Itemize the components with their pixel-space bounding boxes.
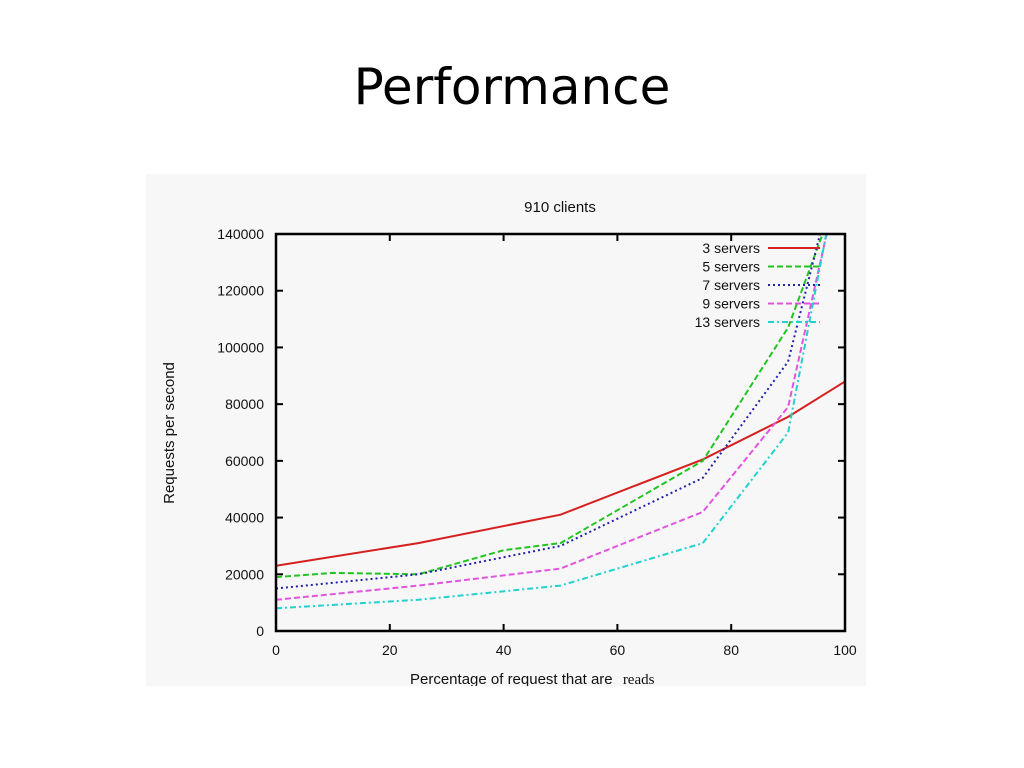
series-line-3 xyxy=(276,234,822,590)
y-tick-label: 140000 xyxy=(217,226,264,242)
x-tick-label: 80 xyxy=(723,642,739,658)
legend-label: 3 servers xyxy=(702,240,760,256)
legend-label: 7 servers xyxy=(702,277,760,293)
x-tick-label: 100 xyxy=(833,642,857,658)
x-axis-label-tail: reads xyxy=(623,672,655,686)
legend-label: 13 servers xyxy=(695,314,760,330)
y-tick-label: 20000 xyxy=(225,566,264,582)
plot-lines xyxy=(276,234,845,610)
chart-area: 910 clients 0 20000 40000 60000 80000 100000 1… xyxy=(146,174,866,688)
series-line-5 xyxy=(276,234,828,610)
series-line-4 xyxy=(276,234,828,601)
y-tick-label: 80000 xyxy=(225,396,264,412)
x-axis-label-main: Percentage of request that are xyxy=(410,671,613,686)
legend: 3 servers 5 servers 7 servers 9 servers 13 s… xyxy=(695,240,820,330)
slide-title: Performance xyxy=(353,58,671,116)
chart-title: 910 clients xyxy=(524,199,596,216)
y-axis-label: Requests per second xyxy=(161,362,178,504)
y-tick-label: 100000 xyxy=(217,339,264,355)
x-tick-label: 0 xyxy=(272,642,280,658)
x-axis-label: Percentage of request that are reads xyxy=(410,671,655,686)
y-tick-label: 120000 xyxy=(217,283,264,299)
axes-ticks: 0 20000 40000 60000 80000 100000 120000 140000 0… xyxy=(217,226,857,658)
y-tick-label: 40000 xyxy=(225,510,264,526)
line-chart: 910 clients 0 20000 40000 60000 80000 100000 1… xyxy=(161,199,857,688)
x-tick-label: 20 xyxy=(382,642,398,658)
y-tick-label: 0 xyxy=(256,623,264,639)
series-line-1 xyxy=(276,380,845,567)
legend-label: 9 servers xyxy=(702,296,760,312)
x-tick-label: 40 xyxy=(496,642,512,658)
legend-label: 5 servers xyxy=(702,259,760,275)
x-tick-label: 60 xyxy=(610,642,626,658)
plot-frame xyxy=(274,232,847,633)
y-tick-label: 60000 xyxy=(225,453,264,469)
